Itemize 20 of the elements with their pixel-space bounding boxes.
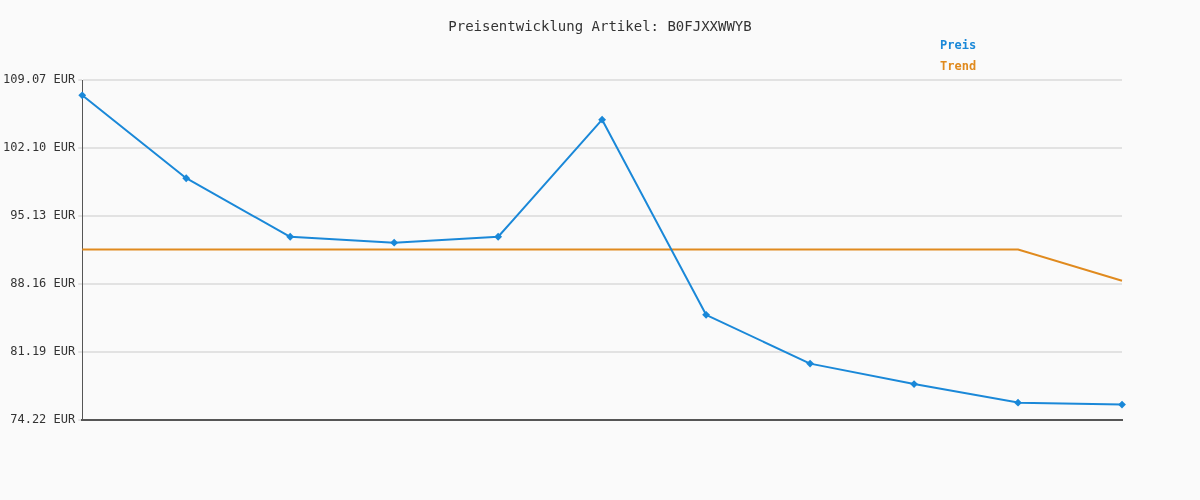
y-tick-label: 88.16 EUR — [10, 276, 77, 291]
y-tick-label: 95.13 EUR — [10, 208, 77, 223]
y-tick-label: 102.10 EUR — [3, 140, 77, 155]
point — [286, 233, 294, 241]
y-tick-label: 74.22 EUR — [10, 412, 77, 427]
point — [1118, 401, 1126, 409]
point — [806, 360, 814, 368]
point — [78, 91, 86, 99]
y-tick-label: 109.07 EUR — [3, 72, 77, 87]
point — [494, 233, 502, 241]
chart-title: Preisentwicklung Artikel: B0FJXXWWYB — [447, 18, 753, 34]
point — [1014, 399, 1022, 407]
point — [182, 174, 190, 182]
text: Trend — [940, 59, 977, 75]
point — [598, 116, 606, 124]
point — [390, 239, 398, 247]
point — [910, 380, 918, 388]
point — [702, 311, 710, 319]
y-tick-label: 81.19 EUR — [10, 344, 77, 359]
text: Preis — [940, 38, 977, 54]
